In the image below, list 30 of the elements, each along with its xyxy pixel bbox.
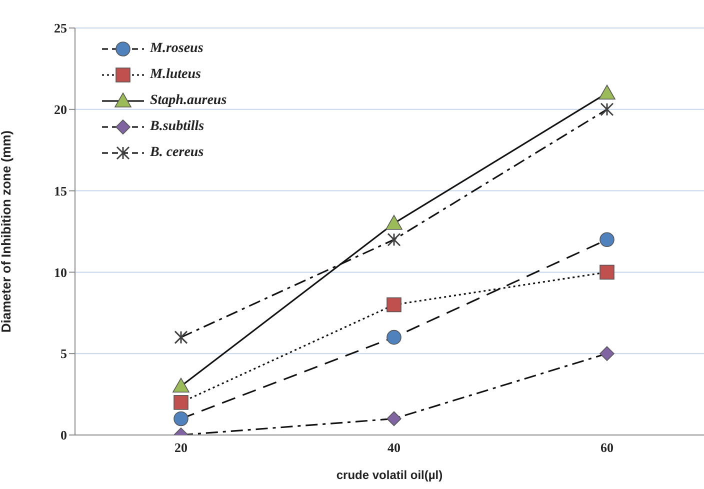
point — [172, 378, 190, 393]
y-tick-label: 20 — [54, 102, 67, 118]
point — [600, 346, 614, 361]
y-tick-label: 25 — [54, 20, 68, 36]
y-tick-label: 0 — [60, 428, 67, 443]
point — [386, 214, 402, 230]
x-tick-label: 60 — [600, 440, 614, 456]
legend-label: M.roseus — [150, 41, 204, 57]
point — [600, 232, 614, 248]
point — [386, 411, 402, 426]
x-axis-title: crude volatil oil(µl) — [336, 468, 443, 482]
y-tick-label: 5 — [60, 346, 68, 362]
legend-label: B. cereus — [150, 145, 204, 161]
y-axis-title: Diameter of Inhibition zone (mm) — [0, 130, 14, 333]
point — [174, 330, 188, 344]
point — [600, 264, 614, 280]
point — [386, 297, 402, 312]
point — [600, 102, 614, 116]
x-tick-label: 20 — [174, 440, 188, 456]
x-tick-label: 40 — [388, 440, 400, 456]
y-tick-label: 10 — [54, 264, 67, 280]
point — [386, 330, 402, 345]
point — [387, 232, 401, 246]
legend-label: M.luteus — [150, 67, 201, 83]
legend-label: Staph.aureus — [150, 93, 227, 109]
point — [174, 411, 188, 426]
legend-label: B.subtills — [150, 119, 204, 135]
point — [598, 84, 616, 100]
y-tick-label: 15 — [54, 183, 68, 198]
point — [174, 395, 188, 410]
